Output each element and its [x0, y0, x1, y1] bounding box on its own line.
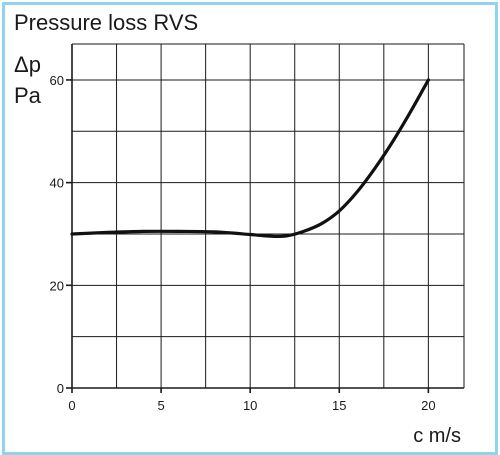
x-tick-label: 0 — [68, 398, 75, 413]
y-tick-label: 40 — [50, 176, 64, 191]
x-tick-label: 5 — [157, 398, 164, 413]
series — [70, 78, 430, 239]
tick-labels: 0 5 10 15 20 0 20 40 60 — [50, 73, 436, 413]
y-tick-label: 0 — [57, 381, 64, 396]
pressure-loss-curve — [70, 78, 430, 239]
y-tick-label: 60 — [50, 73, 64, 88]
x-tick-label: 10 — [243, 398, 257, 413]
y-axis-unit: Pa — [14, 83, 42, 108]
x-tick-label: 15 — [332, 398, 346, 413]
y-axis-symbol: Δp — [14, 52, 41, 77]
grid — [71, 43, 465, 389]
y-tick-label: 20 — [50, 278, 64, 293]
chart-title: Pressure loss RVS — [14, 10, 198, 35]
x-axis-label: c m/s — [413, 425, 461, 447]
x-tick-label: 20 — [421, 398, 435, 413]
